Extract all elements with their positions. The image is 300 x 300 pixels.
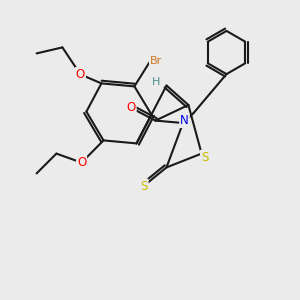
Text: H: H (152, 77, 160, 87)
Text: N: N (180, 114, 189, 127)
Text: Br: Br (150, 56, 162, 66)
Text: S: S (140, 179, 148, 193)
Text: S: S (201, 151, 208, 164)
Text: O: O (76, 68, 85, 81)
Text: O: O (77, 156, 86, 169)
Text: O: O (127, 100, 136, 114)
